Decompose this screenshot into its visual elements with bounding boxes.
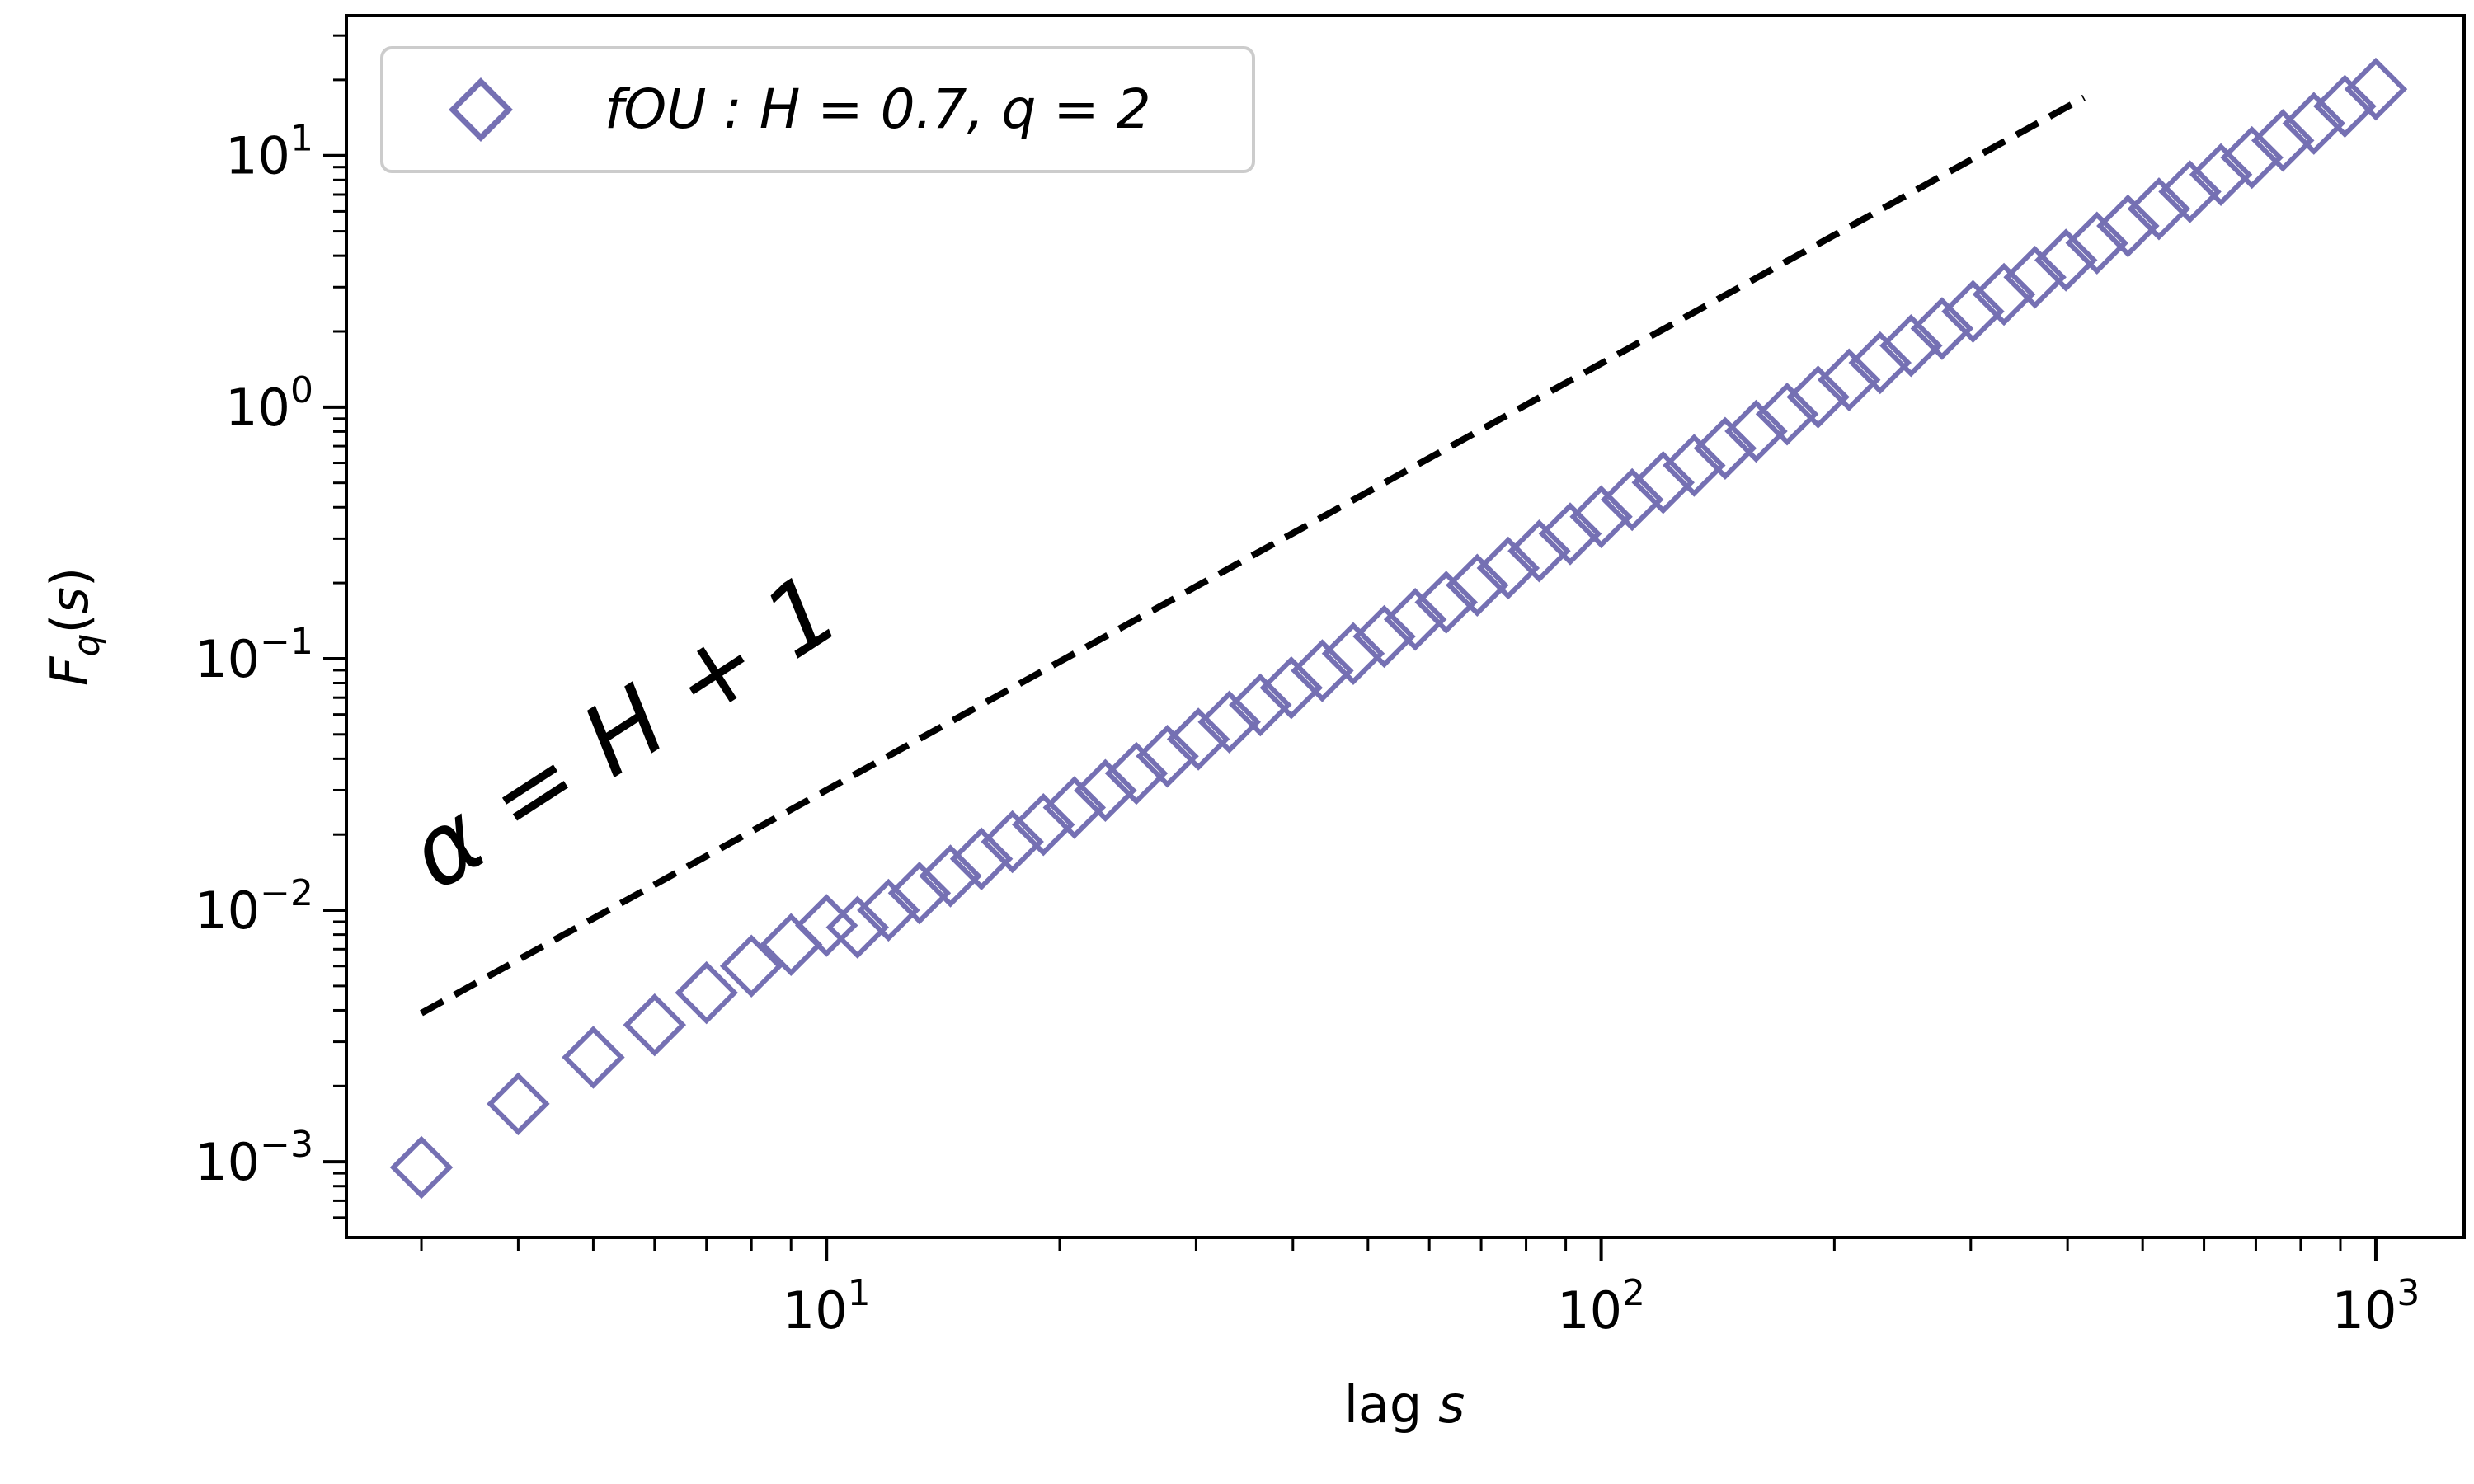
data-point — [919, 844, 982, 908]
data-point — [1074, 758, 1137, 822]
data-point — [857, 878, 920, 942]
data-point — [1600, 467, 1664, 532]
data-point — [1569, 485, 1633, 548]
data-point — [1011, 792, 1075, 857]
annotation-alpha: α = H + 1 — [388, 552, 858, 912]
data-point — [1136, 724, 1199, 788]
data-point — [1910, 297, 1974, 360]
y-tick-label: 10−1 — [195, 621, 313, 689]
legend-marker-diamond-icon — [449, 77, 513, 142]
data-point — [562, 1026, 625, 1089]
data-point — [623, 993, 687, 1057]
y-axis-label: Fq(s) — [40, 567, 108, 686]
data-point — [2127, 177, 2191, 241]
data-point — [1848, 331, 1912, 395]
data-point — [1538, 502, 1602, 566]
data-point — [981, 810, 1044, 874]
data-point — [2003, 246, 2067, 309]
data-point — [1229, 673, 1292, 737]
data-point — [1941, 279, 2005, 344]
data-point — [759, 913, 823, 976]
data-point — [2282, 92, 2346, 155]
reference-line-group — [420, 94, 2086, 1017]
data-point — [1972, 262, 2036, 326]
y-tick-label: 101 — [225, 118, 313, 186]
y-tick-label: 10−2 — [195, 872, 313, 941]
legend-label: fOU : H = 0.7, q = 2 — [604, 77, 1151, 141]
data-point — [1724, 399, 1788, 463]
legend-box — [380, 46, 1255, 173]
data-point — [794, 894, 858, 957]
data-point — [1446, 553, 1509, 617]
data-point — [1631, 451, 1695, 514]
data-point — [487, 1072, 550, 1136]
reference-line — [420, 94, 2086, 1017]
data-point — [1042, 776, 1107, 839]
plot-frame — [345, 14, 2466, 1239]
data-point — [2251, 109, 2315, 172]
y-tick-label: 100 — [225, 369, 313, 438]
data-point — [1166, 707, 1230, 771]
data-point — [1507, 519, 1571, 583]
y-major-ticks: 10−3 10−2 10−1 100 101 — [195, 118, 346, 1192]
x-minor-ticks — [420, 1237, 2342, 1251]
x-major-ticks: 101 102 103 — [783, 1237, 2420, 1341]
data-point — [1197, 690, 1261, 754]
data-point — [1259, 655, 1324, 720]
data-point — [1755, 383, 1819, 446]
data-point — [1879, 314, 1943, 378]
data-point — [675, 960, 738, 1025]
data-point — [1383, 587, 1447, 651]
data-point — [1291, 639, 1354, 702]
data-points — [389, 57, 2408, 1200]
data-point — [2344, 57, 2408, 121]
y-minor-ticks — [333, 34, 346, 1219]
x-tick-label: 102 — [1557, 1272, 1645, 1341]
data-point — [825, 895, 890, 959]
data-point — [2313, 74, 2377, 139]
data-point — [1414, 571, 1478, 634]
data-point — [2034, 228, 2098, 292]
data-point — [2220, 125, 2284, 190]
y-tick-label: 10−3 — [195, 1124, 313, 1192]
x-tick-label: 103 — [2332, 1272, 2420, 1341]
data-point — [1104, 741, 1169, 805]
data-point — [949, 827, 1014, 890]
data-point — [1693, 416, 1757, 481]
data-point — [2158, 160, 2222, 223]
data-point — [2189, 143, 2253, 207]
data-point — [389, 1135, 454, 1200]
data-point — [1663, 434, 1726, 497]
data-point — [1817, 348, 1881, 412]
data-point — [2096, 194, 2160, 258]
data-point — [2065, 211, 2129, 275]
data-point — [719, 934, 783, 998]
data-point — [1321, 622, 1385, 685]
x-tick-label: 101 — [783, 1272, 871, 1341]
x-axis-label: lag s — [1344, 1374, 1465, 1435]
data-point — [1352, 604, 1416, 669]
data-point — [1786, 365, 1850, 429]
data-point — [887, 861, 952, 925]
data-point — [1476, 536, 1540, 600]
legend: fOU : H = 0.7, q = 2 — [380, 46, 1255, 173]
